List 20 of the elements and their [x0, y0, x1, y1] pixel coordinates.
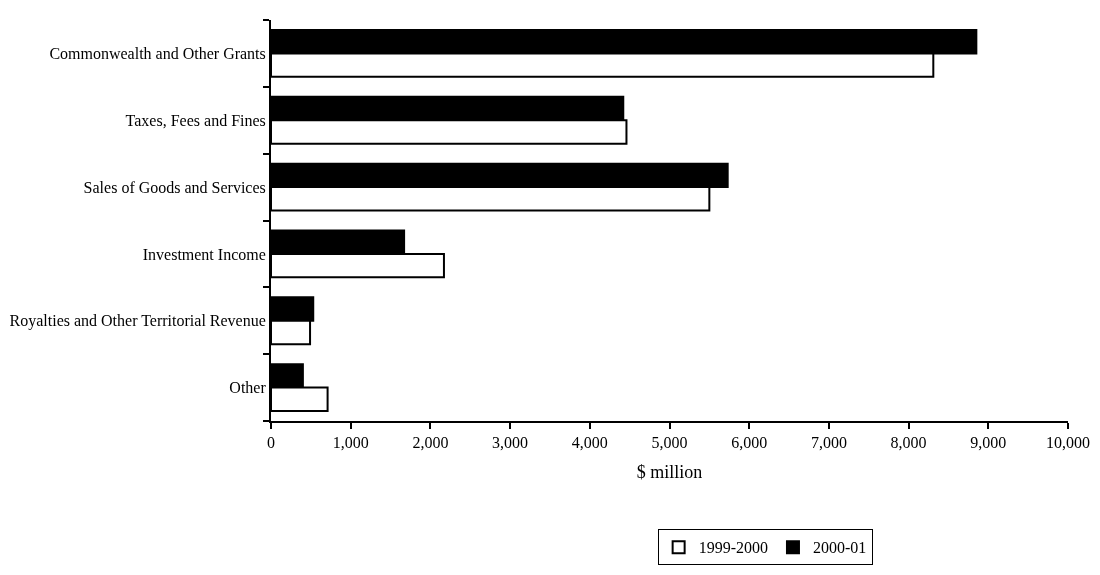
x-tick-label: 6,000 [731, 434, 768, 452]
x-axis-title: $ million [636, 461, 703, 482]
x-tick-label: 5,000 [651, 434, 688, 452]
y-tick-label: Taxes, Fees and Fines [125, 111, 266, 129]
x-tick-label: 7,000 [810, 434, 847, 452]
x-tick-label: 2,000 [412, 434, 449, 452]
x-tick-label: 4,000 [571, 434, 608, 452]
x-tick-label: 0 [267, 434, 275, 452]
x-tick-label: 10,000 [1046, 434, 1090, 452]
x-tick-label: 8,000 [890, 434, 927, 452]
y-tick-label: Royalties and Other Territorial Revenue [9, 312, 266, 331]
y-tick-label: Commonwealth and Other Grants [49, 45, 266, 63]
legend-label: 1999-2000 [698, 539, 768, 557]
y-tick-label: Investment Income [142, 245, 266, 263]
y-tick-label: Other [229, 379, 267, 397]
x-tick-label: 9,000 [970, 434, 1007, 452]
x-tick-label: 1,000 [332, 434, 369, 452]
y-tick-label: Sales of Goods and Services [83, 178, 266, 196]
x-tick-label: 3,000 [492, 434, 529, 452]
legend-label: 2000-01 [812, 539, 867, 557]
